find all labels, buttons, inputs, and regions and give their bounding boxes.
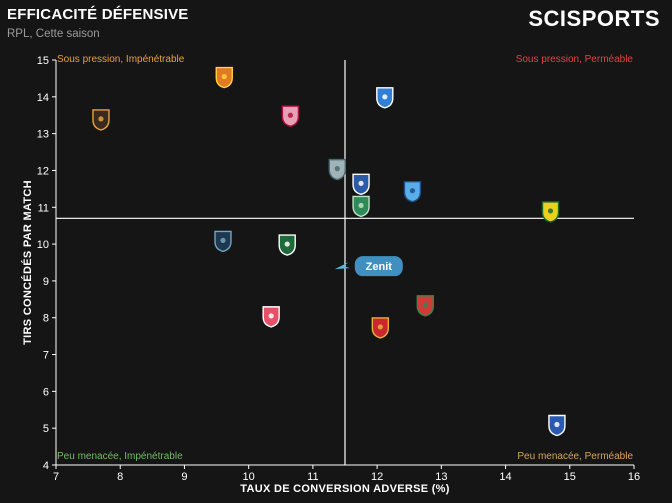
x-axis-title: TAUX DE CONVERSION ADVERSE (%) [240,483,450,495]
crest-emblem [358,202,364,209]
x-tick-label: 16 [628,471,640,483]
x-tick-label: 8 [117,471,123,483]
team-crest-green-icon [352,195,370,218]
zenit-crest-shape [334,262,350,270]
crest-emblem [98,116,104,122]
crest-emblem [554,421,560,428]
team-crest-yellow-icon [541,201,560,223]
team-crest-orange-icon [215,66,233,89]
y-tick-label: 6 [43,386,49,398]
chart-title: EFFICACITÉ DÉFENSIVE [7,6,189,23]
crest-emblem [284,241,290,247]
x-tick-label: 15 [564,471,576,483]
x-tick-label: 11 [307,471,318,483]
y-axis-title: TIRS CONCÉDÉS PAR MATCH [21,180,34,345]
team-crest-darkgreen-icon [278,234,296,256]
team-crest-blue-icon [376,87,394,109]
crest-emblem [547,208,554,214]
y-tick-label: 5 [43,423,49,435]
crest-emblem [220,237,226,244]
brand-logo: SCISPORTS [528,6,660,31]
y-tick-label: 15 [37,55,49,67]
team-crest-pink-icon [281,105,300,127]
y-tick-label: 8 [43,313,49,325]
quadrant-label: Sous pression, Impénétrable [57,54,185,65]
team-crest-navy-icon [214,230,232,253]
x-tick-label: 9 [181,471,187,483]
y-tick-label: 11 [38,202,49,214]
crest-emblem [422,302,428,308]
y-tick-label: 4 [43,460,49,472]
crest-emblem [409,188,416,194]
x-tick-label: 7 [53,471,59,483]
y-tick-label: 14 [37,92,49,104]
team-crest-grey-icon [328,158,346,181]
zenit-callout [354,256,403,277]
crest-emblem [377,324,383,330]
team-crest-brown-icon [92,109,110,131]
team-crest-red-icon [262,306,280,328]
team-crest-dynamo-icon [548,414,566,437]
team-crest-redgreen-icon [416,295,434,317]
quadrant-label: Sous pression, Perméable [516,54,634,65]
chart-subtitle: RPL, Cette saison [7,28,100,40]
y-tick-label: 9 [43,276,49,288]
crest-emblem [358,180,364,186]
y-tick-label: 10 [37,239,49,251]
y-tick-label: 12 [37,165,49,177]
crest-emblem [382,94,388,100]
reference-lines [56,60,634,465]
axes-group: 7 8 9 10 11 12 13 14 15 16 4 5 6 7 8 9 10 11 12 13 14 15 [37,55,640,483]
zenit-callout-label: Zenit [366,261,393,273]
x-tick-label: 14 [499,471,511,483]
x-tick-label: 12 [371,471,383,483]
quadrant-label: Peu menacée, Perméable [517,451,633,462]
team-crest-diamond-icon [352,173,370,196]
y-tick-label: 13 [37,129,49,141]
team-crest-cska-icon [371,317,390,339]
y-tick-label: 7 [43,350,49,362]
crest-emblem [268,313,274,319]
quadrant-labels: Sous pression, Impénétrable Sous pression… [57,54,633,462]
x-tick-label: 13 [435,471,447,483]
data-points: Zenit [92,66,566,437]
team-crest-lightblue-icon [403,181,422,203]
x-tick-label: 10 [243,471,255,483]
team-crest-zenit-icon: Zenit [334,256,403,277]
crest-emblem [221,73,227,80]
quadrant-label: Peu menacée, Impénétrable [57,451,183,462]
crest-emblem [334,166,340,172]
crest-emblem [287,112,294,118]
